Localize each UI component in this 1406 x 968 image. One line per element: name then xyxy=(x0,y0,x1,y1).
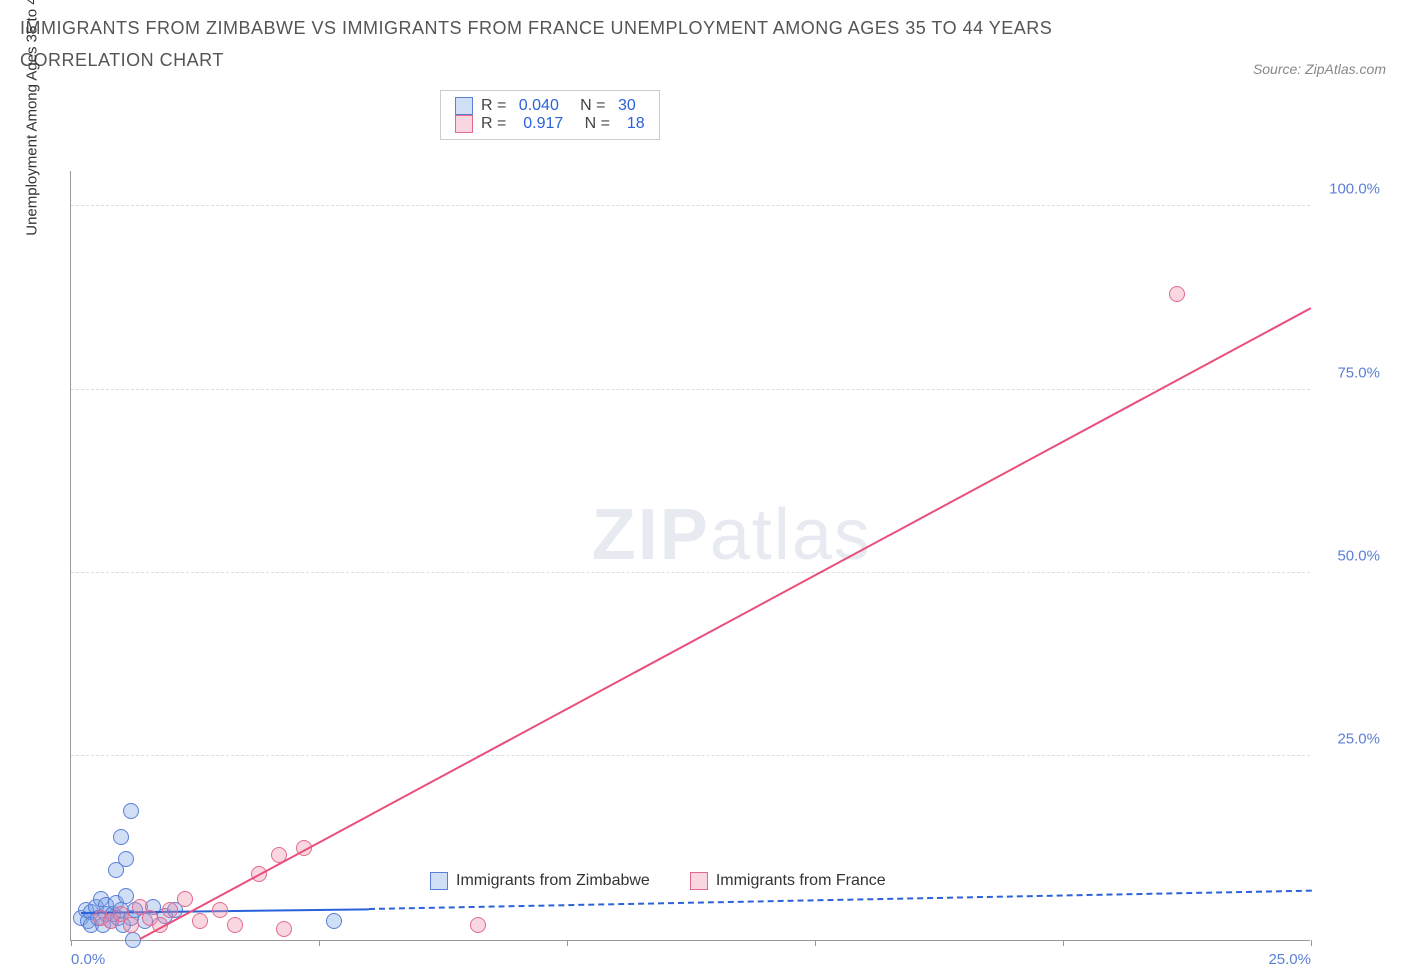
x-tick xyxy=(319,940,320,946)
data-point xyxy=(1169,286,1185,302)
gridline xyxy=(71,572,1310,573)
y-tick-label: 75.0% xyxy=(1320,364,1380,381)
data-point xyxy=(276,921,292,937)
data-point xyxy=(177,891,193,907)
trend-line xyxy=(140,307,1312,939)
data-point xyxy=(212,902,228,918)
x-tick xyxy=(1063,940,1064,946)
legend-swatch xyxy=(690,872,708,890)
legend-swatch xyxy=(455,97,473,115)
legend-label: Immigrants from France xyxy=(716,872,886,890)
data-point xyxy=(123,917,139,933)
legend-swatch xyxy=(430,872,448,890)
x-tick-label: 25.0% xyxy=(1268,951,1311,968)
legend-item: Immigrants from Zimbabwe xyxy=(430,872,650,890)
data-point xyxy=(470,917,486,933)
legend-n-label: N = xyxy=(567,97,610,115)
data-point xyxy=(227,917,243,933)
legend-r-label: R = xyxy=(481,115,515,133)
legend-item: Immigrants from France xyxy=(690,872,886,890)
x-tick xyxy=(815,940,816,946)
data-point xyxy=(125,932,141,948)
legend-n-label: N = xyxy=(571,115,619,133)
y-tick-label: 25.0% xyxy=(1320,731,1380,748)
data-point xyxy=(118,888,134,904)
correlation-legend: R = 0.040 N = 30R = 0.917 N = 18 xyxy=(440,90,660,140)
data-point xyxy=(118,851,134,867)
data-point xyxy=(192,913,208,929)
gridline xyxy=(71,205,1310,206)
y-axis-label: Unemployment Among Ages 35 to 44 years xyxy=(24,0,41,236)
chart-title: IMMIGRANTS FROM ZIMBABWE VS IMMIGRANTS F… xyxy=(20,12,1140,77)
legend-n-value: 30 xyxy=(618,97,636,115)
data-point xyxy=(113,829,129,845)
x-tick xyxy=(71,940,72,946)
scatter-plot: ZIPatlas 25.0%50.0%75.0%100.0%0.0%25.0% xyxy=(70,171,1310,941)
legend-r-value: 0.040 xyxy=(519,97,559,115)
gridline xyxy=(71,755,1310,756)
legend-row: R = 0.917 N = 18 xyxy=(455,115,645,133)
legend-label: Immigrants from Zimbabwe xyxy=(456,872,650,890)
legend-row: R = 0.040 N = 30 xyxy=(455,97,645,115)
x-tick xyxy=(1311,940,1312,946)
source-label: Source: ZipAtlas.com xyxy=(1253,61,1386,77)
x-tick-label: 0.0% xyxy=(71,951,105,968)
gridline xyxy=(71,389,1310,390)
legend-n-value: 18 xyxy=(627,115,645,133)
trend-line-extrapolated xyxy=(369,890,1311,910)
watermark: ZIPatlas xyxy=(592,494,872,576)
legend-r-value: 0.917 xyxy=(523,115,563,133)
y-tick-label: 100.0% xyxy=(1320,181,1380,198)
y-tick-label: 50.0% xyxy=(1320,548,1380,565)
series-legend: Immigrants from Zimbabwe Immigrants from … xyxy=(430,872,886,890)
data-point xyxy=(162,902,178,918)
x-tick xyxy=(567,940,568,946)
data-point xyxy=(326,913,342,929)
legend-r-label: R = xyxy=(481,97,511,115)
data-point xyxy=(123,803,139,819)
legend-swatch xyxy=(455,115,473,133)
